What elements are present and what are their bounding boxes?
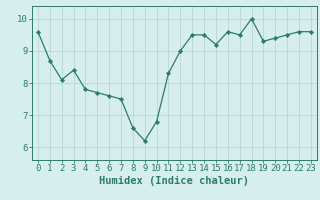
X-axis label: Humidex (Indice chaleur): Humidex (Indice chaleur) [100, 176, 249, 186]
